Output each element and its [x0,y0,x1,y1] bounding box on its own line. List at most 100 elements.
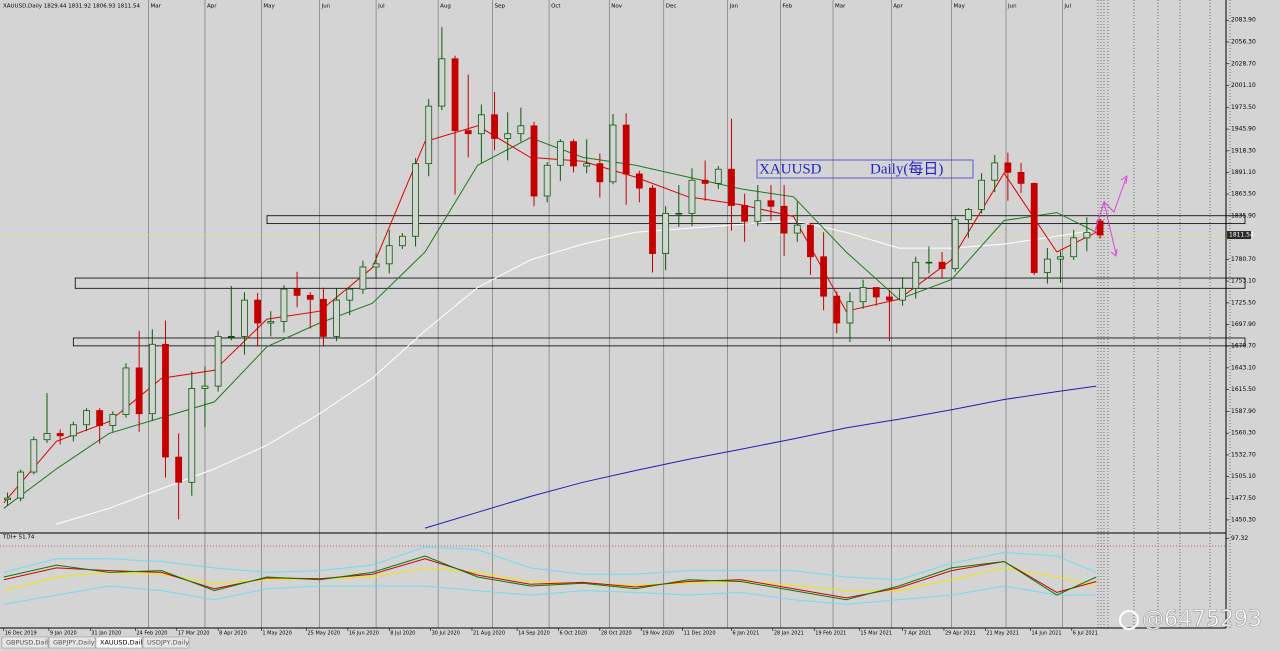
line-series [3,567,1097,592]
indicator-title: TDI+ 51.74 [2,535,35,541]
candle-body [754,200,762,222]
candle-body [122,367,130,415]
y-tick-label: 2028.70 [1231,60,1256,67]
candle-body [675,212,683,215]
x-tick-label: 25 May 2020 [308,631,341,637]
candle-body [162,343,169,458]
candle-body [1043,258,1051,273]
candle-body [807,224,814,258]
candle-body [741,205,749,222]
line-series [3,585,1097,605]
candle-body [425,105,433,165]
tab[interactable]: USDJPY,Daily [142,636,190,649]
y-tick-label: 1918.30 [1231,147,1256,154]
month-label: Nov [611,4,622,10]
x-tick-label: 29 Apr 2021 [945,631,976,637]
candle-body [912,261,920,289]
month-label: Feb [782,4,792,10]
x-tick-label: 6 Oct 2020 [559,631,587,637]
month-label: Jun [1007,4,1017,10]
annotation-symbol: XAUUSD [759,161,822,177]
candle-body [925,261,933,264]
month-label: Jan [729,4,739,10]
tab-bar[interactable]: GBPUSD,Daily GBPJPY,Daily XAUUSD,Daily USDJ… [1,636,190,649]
candle-body [359,266,367,290]
candle-body [701,179,709,184]
y-tick-label: 1891.10 [1231,169,1256,176]
month-label: Jun [321,4,331,10]
y-tick-label: 1587.90 [1231,408,1256,415]
candle-body [148,343,156,415]
candle-body [649,187,656,254]
candle-body [135,367,143,415]
tab-label: GBPJPY,Daily [53,639,95,647]
watermark: @6475293 [1119,607,1262,632]
y-tick-label: 1697.90 [1231,321,1256,328]
x-tick-label: 14 Sep 2020 [518,631,550,637]
x-tick-label: 17 Mar 2020 [178,631,210,637]
month-label: Apr [207,4,217,10]
x-tick-label: 16 Dec 2019 [5,631,37,637]
candle-body [1070,237,1078,258]
candle-body [306,294,314,300]
tab[interactable]: GBPJPY,Daily [48,636,96,649]
candle-body [346,288,354,301]
x-tick-label: 6 Jul 2021 [1073,631,1098,637]
x-tick-label: 1 May 2020 [262,631,291,637]
tab-background [48,636,96,649]
candle-body [83,410,90,426]
candle-body [30,439,38,473]
candle-body [728,168,735,206]
candle-body [833,295,841,324]
candle-body [293,288,301,296]
x-tick-label: 19 Nov 2020 [642,631,674,637]
candle-body [872,287,880,298]
candle-body [214,336,222,387]
tab[interactable]: XAUUSD,Daily [95,636,146,649]
candle-body [886,296,893,301]
y-tick-label: 1450.30 [1231,516,1256,523]
candle-body [556,141,564,166]
x-tick-label: 24 Feb 2020 [136,631,167,637]
watermark-text: @6475293 [1142,607,1262,632]
month-label: May [263,4,275,10]
x-tick-label: 8 Jul 2020 [390,631,415,637]
tab-label: XAUUSD,Daily [100,639,146,647]
candle-body [622,124,630,175]
y-tick-label: 1973.50 [1231,104,1256,111]
candle-body [978,179,985,210]
month-label: Mar [835,4,846,10]
tab-label: USDJPY,Daily [147,639,189,647]
month-label: Aug [440,4,451,10]
y-tick-label: 2001.10 [1231,82,1256,89]
line-series [3,546,1097,581]
line-series [424,385,1097,529]
candle-body [398,235,406,247]
tab[interactable]: GBPUSD,Daily [1,636,52,649]
y-tick-label: 1863.50 [1231,191,1256,198]
candle-body [175,456,183,483]
x-tick-label: 14 Jun 2021 [1031,631,1061,637]
y-tick-label: 1560.30 [1231,430,1256,437]
y-tick-label: 1725.50 [1231,299,1256,306]
candle-body [241,299,248,337]
candle-body [477,114,485,135]
month-label: Apr [893,4,903,10]
candle-body [17,471,25,499]
x-tick-label: 21 Aug 2020 [473,631,505,637]
candle-body [991,162,999,181]
candle-body [570,141,577,167]
candle-body [899,287,906,301]
candle-body [69,424,77,437]
candle-body [609,124,617,183]
candle-body [793,224,801,234]
x-tick-label: 7 Apr 2021 [904,631,932,637]
month-label: Mar [151,4,162,10]
candle-body [412,163,419,237]
projection-arrows [1093,174,1128,257]
candle-body [96,410,104,426]
annotation-box [756,159,974,179]
candle-body [372,263,380,268]
